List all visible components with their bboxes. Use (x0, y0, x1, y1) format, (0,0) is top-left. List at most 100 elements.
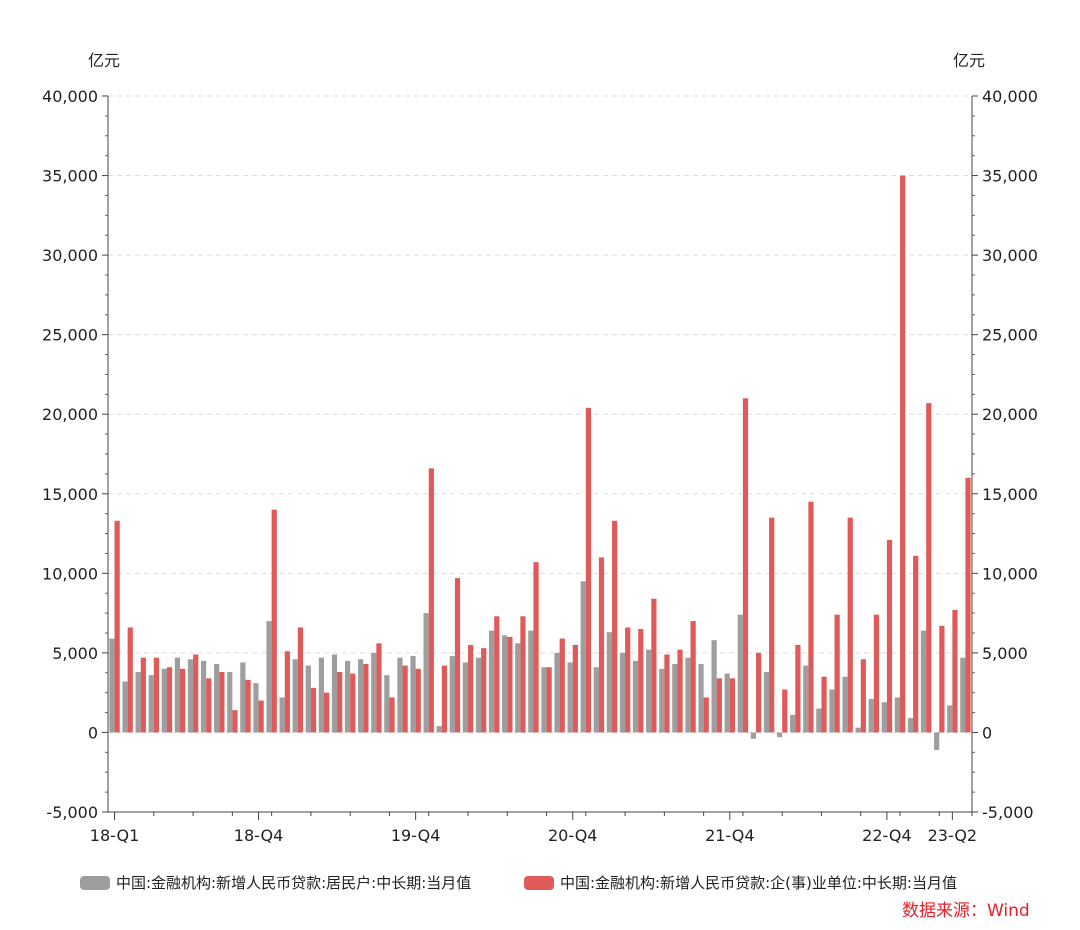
bar-residential (790, 714, 796, 733)
bar-enterprise (363, 664, 369, 733)
bar-residential (829, 689, 835, 733)
bar-residential (227, 671, 233, 733)
bar-residential (960, 657, 966, 733)
bar-enterprise (193, 654, 199, 733)
bar-enterprise (716, 678, 722, 733)
bar-residential (515, 643, 521, 733)
bar-enterprise (520, 616, 526, 733)
bar-enterprise (677, 649, 683, 733)
bar-residential (305, 665, 311, 733)
bar-residential (187, 659, 194, 733)
bar-residential (685, 657, 691, 733)
bar-residential (462, 662, 468, 733)
bar-enterprise (441, 665, 448, 733)
bar-enterprise (756, 652, 762, 733)
bar-enterprise (350, 673, 356, 733)
data-source-note: 数据来源：Wind (902, 901, 1030, 921)
x-tick-label: 19-Q4 (391, 826, 441, 845)
bar-residential (646, 649, 652, 733)
gridlines (108, 95, 972, 813)
bar-enterprise (180, 668, 186, 733)
bar-enterprise (703, 697, 709, 733)
bar-residential (488, 630, 495, 733)
y-tick-label-right: 30,000 (982, 246, 1038, 265)
legend-label: 中国:金融机构:新增人民币贷款:企(事)业单位:中长期:当月值 (560, 874, 957, 892)
bar-enterprise (219, 671, 225, 733)
bar-residential (122, 681, 128, 733)
bar-enterprise (886, 539, 893, 733)
bar-residential (148, 675, 154, 733)
bar-enterprise (454, 578, 461, 733)
bar-enterprise (821, 676, 827, 733)
right-axis-unit: 亿元 (953, 51, 986, 70)
bar-enterprise (206, 678, 212, 733)
bar-enterprise (742, 398, 749, 733)
bar-residential (410, 656, 416, 733)
y-tick-label-right: 40,000 (982, 87, 1038, 106)
bar-residential (947, 705, 953, 733)
bar-enterprise (114, 520, 120, 733)
y-tick-label-right: 0 (982, 723, 992, 742)
bar-residential (868, 699, 874, 733)
legend-swatch-red (524, 875, 554, 890)
bar-residential (920, 630, 927, 733)
bar-enterprise (546, 667, 552, 733)
y-tick-label-left: 40,000 (42, 87, 98, 106)
bar-enterprise (310, 687, 317, 733)
bar-residential (816, 708, 822, 733)
bar-residential (371, 652, 377, 733)
bar-enterprise (965, 477, 971, 733)
y-tick-label-right: 15,000 (982, 485, 1038, 504)
bar-residential (318, 657, 324, 733)
bar-residential (567, 662, 573, 733)
bar-enterprise (913, 555, 919, 733)
bar-enterprise (232, 710, 238, 733)
bar-residential (214, 664, 220, 733)
bar-enterprise (245, 679, 251, 733)
bar-residential (934, 732, 940, 750)
bar-enterprise (271, 509, 277, 733)
bar-enterprise (258, 700, 264, 733)
bar-residential (344, 660, 351, 733)
bar-enterprise (415, 668, 421, 733)
bar-enterprise (572, 644, 578, 733)
bar-enterprise (795, 644, 801, 733)
bar-enterprise (507, 636, 513, 733)
bar-enterprise (376, 643, 382, 733)
legend-item-enterprise: 中国:金融机构:新增人民币贷款:企(事)业单位:中长期:当月值 (524, 872, 957, 893)
bar-enterprise (140, 657, 146, 733)
bar-enterprise (729, 678, 736, 733)
bar-residential (776, 732, 783, 738)
bar-enterprise (559, 638, 565, 733)
bar-enterprise (926, 403, 932, 733)
y-tick-label-left: -5,000 (46, 803, 98, 822)
y-tick-label-left: 5,000 (52, 644, 98, 663)
x-tick-label: 21-Q4 (705, 826, 755, 845)
bar-residential (619, 652, 626, 733)
bar-residential (279, 697, 285, 733)
bar-residential (541, 667, 547, 733)
bar-residential (580, 581, 586, 733)
bar-enterprise (638, 629, 644, 733)
bar-residential (436, 726, 442, 733)
bar-residential (423, 613, 429, 733)
bar-residential (855, 727, 861, 733)
bar-residential (174, 657, 180, 733)
bar-residential (724, 673, 730, 733)
bar-enterprise (284, 651, 290, 733)
x-tick-label: 18-Q4 (234, 826, 284, 845)
bar-enterprise (468, 644, 474, 733)
y-tick-label-left: 20,000 (42, 405, 98, 424)
bar-residential (331, 654, 338, 733)
bar-enterprise (847, 517, 853, 733)
bar-enterprise (808, 501, 814, 733)
y-tick-label-left: 10,000 (42, 564, 98, 583)
bar-residential (554, 652, 560, 733)
bar-residential (266, 621, 272, 733)
bar-enterprise (952, 609, 958, 733)
bar-residential (894, 697, 900, 733)
y-tick-label-left: 30,000 (42, 246, 98, 265)
bar-enterprise (428, 468, 434, 733)
y-tick-label-right: 25,000 (982, 326, 1038, 345)
x-tick-label: 20-Q4 (548, 826, 598, 845)
